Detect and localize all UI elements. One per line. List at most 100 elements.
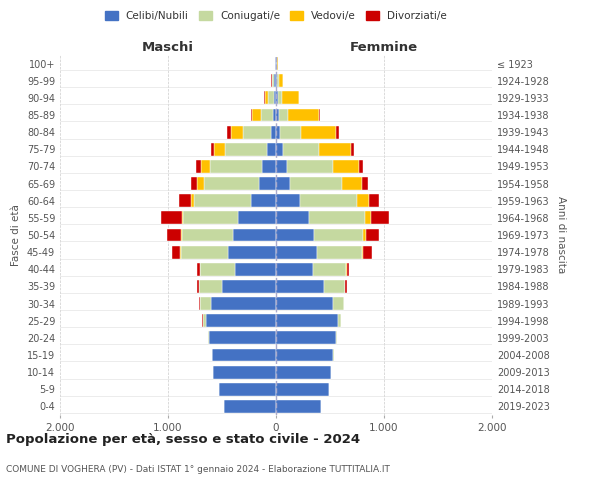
- Bar: [310, 212, 365, 224]
- Bar: [364, 228, 366, 241]
- Bar: [183, 212, 238, 224]
- Bar: [182, 212, 183, 224]
- Bar: [172, 246, 181, 258]
- Bar: [194, 194, 251, 207]
- Bar: [276, 160, 287, 173]
- Text: Femmine: Femmine: [350, 41, 418, 54]
- Bar: [197, 280, 199, 293]
- Bar: [209, 332, 276, 344]
- Bar: [323, 280, 345, 293]
- Bar: [179, 194, 191, 207]
- Bar: [274, 92, 276, 104]
- Bar: [369, 194, 379, 207]
- Bar: [319, 143, 351, 156]
- Text: Popolazione per età, sesso e stato civile - 2024: Popolazione per età, sesso e stato civil…: [6, 432, 360, 446]
- Bar: [278, 108, 289, 122]
- Bar: [276, 177, 290, 190]
- Bar: [313, 263, 346, 276]
- Bar: [214, 366, 276, 378]
- Bar: [290, 177, 342, 190]
- Bar: [242, 126, 271, 138]
- Bar: [278, 92, 283, 104]
- Bar: [210, 160, 262, 173]
- Bar: [261, 108, 273, 122]
- Bar: [346, 280, 347, 293]
- Bar: [276, 400, 322, 413]
- Bar: [222, 280, 276, 293]
- Bar: [206, 314, 276, 327]
- Bar: [359, 160, 364, 173]
- Bar: [283, 92, 299, 104]
- Bar: [301, 126, 337, 138]
- Bar: [362, 246, 364, 258]
- Bar: [199, 280, 222, 293]
- Bar: [277, 74, 278, 87]
- Bar: [268, 92, 274, 104]
- Bar: [167, 228, 181, 241]
- Bar: [333, 297, 343, 310]
- Bar: [280, 126, 301, 138]
- Bar: [274, 74, 276, 87]
- Bar: [265, 92, 268, 104]
- Bar: [276, 74, 277, 87]
- Bar: [211, 143, 214, 156]
- Bar: [276, 92, 278, 104]
- Text: COMUNE DI VOGHERA (PV) - Dati ISTAT 1° gennaio 2024 - Elaborazione TUTTITALIA.IT: COMUNE DI VOGHERA (PV) - Dati ISTAT 1° g…: [6, 466, 390, 474]
- Bar: [289, 108, 319, 122]
- Bar: [365, 212, 371, 224]
- Bar: [182, 228, 233, 241]
- Bar: [233, 228, 276, 241]
- Bar: [251, 108, 252, 122]
- Bar: [276, 297, 333, 310]
- Bar: [268, 143, 276, 156]
- Bar: [227, 126, 230, 138]
- Bar: [214, 143, 225, 156]
- Bar: [300, 194, 357, 207]
- Bar: [338, 314, 341, 327]
- Text: Maschi: Maschi: [142, 41, 194, 54]
- Bar: [181, 246, 229, 258]
- Bar: [259, 177, 276, 190]
- Bar: [211, 297, 276, 310]
- Bar: [212, 348, 276, 362]
- Bar: [371, 212, 389, 224]
- Bar: [276, 246, 317, 258]
- Bar: [276, 280, 323, 293]
- Bar: [225, 143, 268, 156]
- Bar: [314, 228, 364, 241]
- Bar: [199, 297, 200, 310]
- Bar: [200, 263, 235, 276]
- Bar: [276, 332, 337, 344]
- Bar: [203, 177, 259, 190]
- Bar: [181, 228, 182, 241]
- Bar: [276, 143, 283, 156]
- Bar: [235, 263, 276, 276]
- Bar: [276, 314, 338, 327]
- Bar: [200, 297, 211, 310]
- Bar: [224, 400, 276, 413]
- Bar: [161, 212, 182, 224]
- Bar: [276, 126, 280, 138]
- Bar: [191, 194, 194, 207]
- Bar: [276, 212, 310, 224]
- Bar: [273, 108, 276, 122]
- Bar: [337, 126, 338, 138]
- Bar: [262, 160, 276, 173]
- Legend: Celibi/Nubili, Coniugati/e, Vedovi/e, Divorziati/e: Celibi/Nubili, Coniugati/e, Vedovi/e, Di…: [102, 8, 450, 24]
- Bar: [251, 194, 276, 207]
- Bar: [342, 177, 362, 190]
- Bar: [319, 108, 320, 122]
- Bar: [283, 143, 319, 156]
- Bar: [272, 74, 274, 87]
- Bar: [252, 108, 261, 122]
- Bar: [197, 177, 203, 190]
- Bar: [317, 246, 362, 258]
- Bar: [208, 332, 209, 344]
- Bar: [287, 160, 333, 173]
- Bar: [230, 126, 242, 138]
- Bar: [238, 212, 276, 224]
- Y-axis label: Fasce di età: Fasce di età: [11, 204, 21, 266]
- Bar: [366, 228, 379, 241]
- Bar: [276, 108, 278, 122]
- Bar: [219, 383, 276, 396]
